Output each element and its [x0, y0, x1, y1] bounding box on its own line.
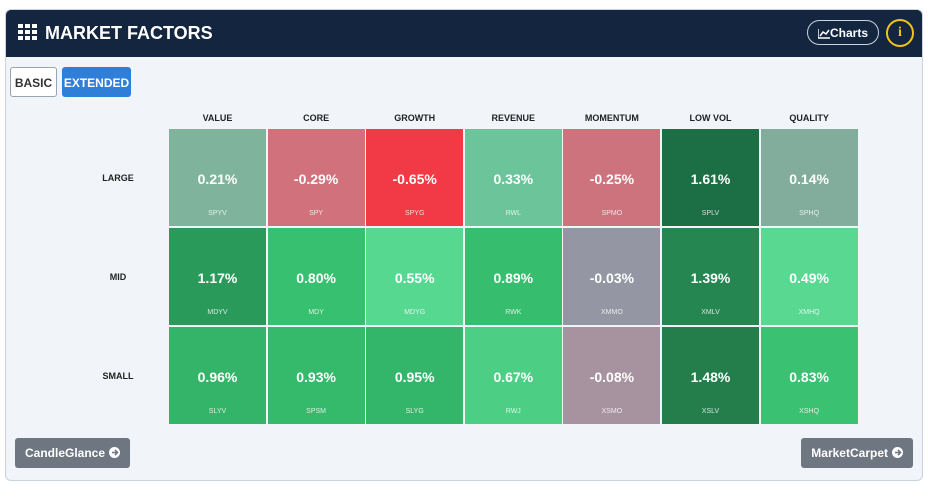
row-header: MID: [109, 272, 127, 282]
cell-value: 0.49%: [789, 270, 829, 286]
cell-ticker: RWK: [505, 309, 522, 316]
cell-value: 0.93%: [296, 369, 336, 385]
cell-value: 0.80%: [296, 270, 336, 286]
column-header: LOW VOL: [689, 113, 732, 123]
cell-value: -0.25%: [589, 171, 635, 187]
cell-ticker: XMHQ: [798, 309, 820, 316]
title: MARKET FACTORS: [45, 23, 213, 43]
cell-ticker: MDY: [308, 309, 324, 316]
cell-ticker: MDYG: [404, 309, 426, 316]
tab[interactable]: BASIC: [10, 67, 57, 97]
cell-ticker: SPLV: [701, 210, 720, 217]
cell-ticker: SPYV: [208, 210, 227, 217]
heatmap-cell[interactable]: 1.61% SPLV: [662, 129, 759, 226]
charts-button[interactable]: Charts: [807, 20, 879, 45]
column-header: VALUE: [202, 113, 233, 123]
button-label: CandleGlance: [25, 446, 106, 460]
cell-ticker: XSMO: [601, 408, 623, 415]
cell-ticker: XSHQ: [799, 408, 820, 415]
heatmap-cell[interactable]: 0.95% SLYG: [366, 327, 464, 424]
column-header: MOMENTUM: [584, 113, 639, 123]
cell-ticker: XMLV: [701, 309, 720, 316]
marketcarpet-button[interactable]: MarketCarpet: [801, 438, 913, 468]
heatmap-cell[interactable]: 0.80% MDY: [267, 228, 365, 325]
arrow-icon: [109, 447, 121, 458]
chart-icon: [818, 29, 830, 39]
cell-value: 0.96%: [197, 369, 238, 385]
column-header: REVENUE: [491, 113, 536, 123]
heatmap-cell[interactable]: 0.55% MDYG: [366, 228, 464, 325]
heatmap-cell[interactable]: 1.17% MDYV: [169, 228, 266, 325]
heatmap-cell[interactable]: -0.29% SPY: [267, 129, 365, 226]
heatmap-cell[interactable]: 0.21% SPYV: [169, 129, 266, 226]
cell-ticker: RWJ: [505, 408, 521, 415]
cell-value: 0.55%: [394, 270, 435, 286]
cell-ticker: SPY: [309, 210, 324, 217]
cell-ticker: SPSM: [306, 408, 327, 415]
heatmap-cell[interactable]: 0.93% SPSM: [267, 327, 365, 424]
cell-ticker: XSLV: [701, 408, 720, 415]
row-header: LARGE: [102, 173, 134, 183]
heatmap-cell[interactable]: 0.33% RWL: [464, 129, 562, 226]
cell-value: 0.89%: [493, 270, 534, 286]
cell-value: -0.65%: [392, 171, 437, 187]
cell-ticker: SPHQ: [799, 210, 820, 217]
heatmap-cell[interactable]: 0.14% SPHQ: [760, 129, 858, 226]
heatmap-cell[interactable]: 0.89% RWK: [464, 228, 562, 325]
row-header: SMALL: [102, 371, 134, 381]
cell-ticker: RWL: [505, 210, 522, 217]
cell-value: 1.61%: [690, 171, 731, 187]
info-button[interactable]: i: [886, 19, 914, 47]
cell-value: -0.03%: [589, 270, 635, 286]
cell-value: 1.17%: [197, 270, 238, 286]
cell-value: 0.67%: [493, 369, 534, 385]
cell-value: -0.29%: [293, 171, 339, 187]
arrow-icon: [892, 447, 903, 458]
cell-value: -0.08%: [589, 369, 635, 385]
heatmap-cell[interactable]: 1.48% XSLV: [662, 327, 759, 424]
cell-value: 0.83%: [789, 369, 829, 385]
cell-ticker: XMMO: [601, 309, 623, 316]
cell-value: 0.14%: [789, 171, 829, 187]
market-factors-widget: MARKET FACTORS Charts i BASIC EXTENDED VAL…: [5, 9, 923, 481]
grid-icon: [18, 24, 37, 40]
column-header: QUALITY: [789, 113, 829, 123]
candleglance-button[interactable]: CandleGlance: [15, 438, 131, 468]
cell-value: 0.95%: [394, 369, 435, 385]
button-label: MarketCarpet: [811, 446, 888, 460]
cell-value: 1.48%: [690, 369, 731, 385]
heatmap-cell[interactable]: 0.83% XSHQ: [760, 327, 858, 424]
heatmap-cell[interactable]: -0.08% XSMO: [563, 327, 661, 424]
cell-ticker: SPYG: [404, 210, 425, 217]
column-header: CORE: [303, 113, 330, 123]
cell-value: 0.21%: [197, 171, 238, 187]
header: MARKET FACTORS Charts i: [6, 10, 922, 57]
heatmap-cell[interactable]: -0.03% XMMO: [563, 228, 661, 325]
heatmap-cell[interactable]: -0.25% SPMO: [563, 129, 661, 226]
cell-ticker: SLYG: [405, 408, 424, 415]
heatmap-cell[interactable]: 0.67% RWJ: [464, 327, 562, 424]
heatmap-cell[interactable]: -0.65% SPYG: [366, 129, 464, 226]
heatmap-cell[interactable]: 1.39% XMLV: [662, 228, 759, 325]
column-header: GROWTH: [394, 113, 436, 123]
heatmap-cell[interactable]: 0.96% SLYV: [169, 327, 266, 424]
cell-ticker: SLYV: [208, 408, 227, 415]
cell-ticker: MDYV: [207, 309, 228, 316]
charts-label: Charts: [829, 26, 868, 40]
cell-value: 0.33%: [493, 171, 534, 187]
heatmap-cell[interactable]: 0.49% XMHQ: [760, 228, 858, 325]
tab[interactable]: EXTENDED: [62, 67, 131, 97]
cell-ticker: SPMO: [601, 210, 623, 217]
cell-value: 1.39%: [690, 270, 731, 286]
